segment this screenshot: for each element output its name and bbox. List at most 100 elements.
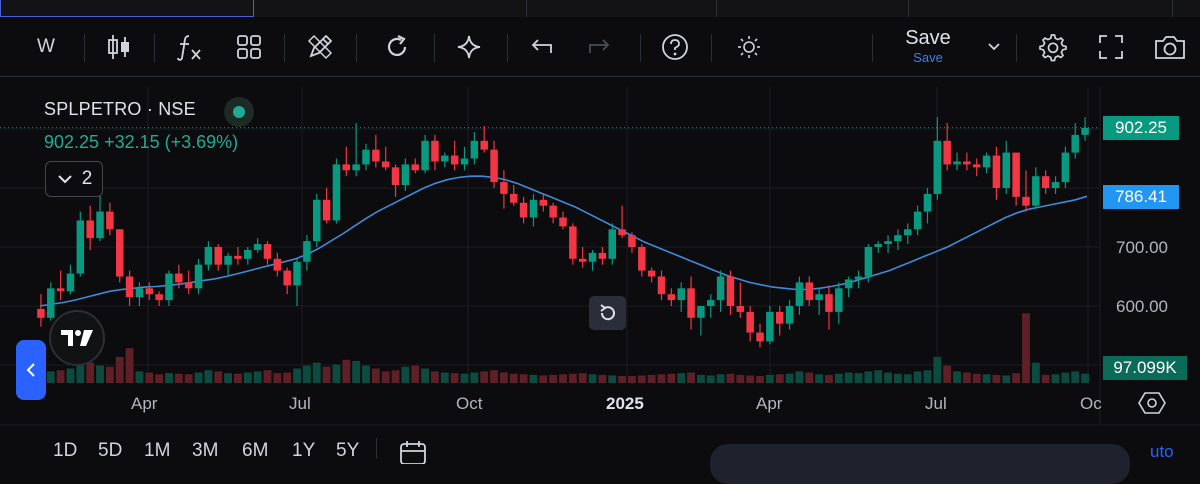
symbol-title[interactable]: SPLPETRO · NSE <box>44 99 196 119</box>
layouts-button[interactable] <box>232 27 266 67</box>
top-tab[interactable] <box>254 0 527 17</box>
candle-body <box>37 308 45 318</box>
price-chart[interactable] <box>0 77 1200 459</box>
snapshot-button[interactable] <box>1150 27 1190 67</box>
candle-body <box>608 229 616 259</box>
candle-body <box>175 273 183 283</box>
auto-scale-button[interactable]: uto <box>1150 442 1174 461</box>
indicators-collapse-button[interactable]: 2 <box>45 161 103 197</box>
volume-bar <box>913 371 922 383</box>
candle-body <box>391 167 400 186</box>
volume-bar <box>411 365 420 383</box>
toolbar-divider <box>711 34 712 62</box>
volume-bar <box>362 365 370 383</box>
volume-bar <box>46 371 55 383</box>
volume-bar <box>884 372 892 383</box>
theme-button[interactable] <box>732 27 766 67</box>
candles-icon <box>108 35 129 59</box>
redo-button[interactable] <box>583 27 617 67</box>
fullscreen-button[interactable] <box>1094 27 1128 67</box>
candle-body <box>332 164 341 221</box>
time-tick-year: 2025 <box>606 394 644 413</box>
top-tab[interactable] <box>716 0 909 17</box>
toolbar-divider <box>434 34 435 62</box>
reset-chart-button[interactable] <box>589 296 626 330</box>
reset-icon <box>599 304 615 321</box>
drawing-tools-button[interactable] <box>303 27 337 67</box>
range-button[interactable]: 5D <box>98 440 123 461</box>
candle-body <box>835 288 843 312</box>
chevron-down-icon <box>988 43 1000 51</box>
candle-body <box>913 211 922 230</box>
toolbar-divider <box>1016 34 1017 62</box>
candle-body <box>421 140 429 171</box>
save-button[interactable]: Save Save <box>893 26 963 70</box>
volume-bar <box>775 374 784 383</box>
camera-icon <box>1155 36 1185 59</box>
toolbar-divider <box>284 34 285 62</box>
top-tab-active[interactable] <box>0 0 254 17</box>
volume-bar <box>1051 374 1060 383</box>
toolbar-divider <box>154 34 155 62</box>
sidebar-expand-tab[interactable] <box>16 340 46 400</box>
sun-icon <box>738 36 760 58</box>
candle-body <box>263 244 272 259</box>
volume-bar <box>499 372 508 383</box>
top-tab[interactable] <box>526 0 717 17</box>
candle-body <box>569 226 577 259</box>
range-button[interactable]: 1Y <box>292 440 316 461</box>
volume-bar <box>66 368 75 383</box>
ai-assistant-button[interactable] <box>452 27 486 67</box>
time-tick: Oc <box>1080 394 1102 413</box>
candle-body <box>155 294 163 301</box>
volume-bar <box>135 371 144 383</box>
candle-body <box>953 161 961 165</box>
candle-body <box>56 288 65 292</box>
candle-body <box>470 140 479 159</box>
volume-bar <box>312 362 321 383</box>
candle-body <box>884 241 892 245</box>
range-button[interactable]: 3M <box>192 440 219 461</box>
axis-settings-button[interactable] <box>1137 388 1167 418</box>
legend-price: 902.25 <box>44 132 100 152</box>
interval-button[interactable]: W <box>30 27 62 67</box>
help-button[interactable] <box>658 27 692 67</box>
hexagon-gear-icon <box>1138 392 1166 414</box>
volume-bar <box>756 376 764 383</box>
candle-body <box>322 199 331 221</box>
candle-body <box>1041 176 1050 188</box>
calendar-button[interactable] <box>398 440 428 469</box>
price-tick: 700.00 <box>1116 238 1168 257</box>
range-button[interactable]: 5Y <box>336 440 360 461</box>
volume-value-tag: 97.099K <box>1103 356 1187 380</box>
candle-body <box>411 164 419 171</box>
volume-bar <box>1002 375 1011 383</box>
time-tick: Apr <box>756 394 783 413</box>
candle-body <box>864 247 873 277</box>
candle-body <box>342 164 351 171</box>
market-status-icon[interactable] <box>224 97 254 127</box>
volume-bar <box>716 374 725 383</box>
volume-bar <box>923 370 932 383</box>
volume-bar <box>431 371 439 383</box>
range-button[interactable]: 1M <box>144 440 171 461</box>
candle-body <box>362 149 370 165</box>
range-button[interactable]: 6M <box>242 440 269 461</box>
floating-panel[interactable] <box>710 444 1130 484</box>
refresh-button[interactable] <box>380 27 414 67</box>
candle-body <box>401 164 410 186</box>
tradingview-logo[interactable] <box>49 310 105 366</box>
volume-bar <box>421 368 430 383</box>
undo-button[interactable] <box>524 27 558 67</box>
top-tab[interactable] <box>908 0 1173 17</box>
range-button[interactable]: 1D <box>53 440 78 461</box>
save-menu-button[interactable] <box>982 27 1006 67</box>
volume-bar <box>903 374 912 383</box>
candle-body <box>549 205 557 218</box>
chart-type-button[interactable] <box>102 27 136 67</box>
indicators-button[interactable] <box>172 27 206 67</box>
price-tick: 600.00 <box>1116 297 1168 316</box>
candle-body <box>628 235 636 247</box>
settings-button[interactable] <box>1035 27 1069 67</box>
candle-body <box>381 161 390 168</box>
